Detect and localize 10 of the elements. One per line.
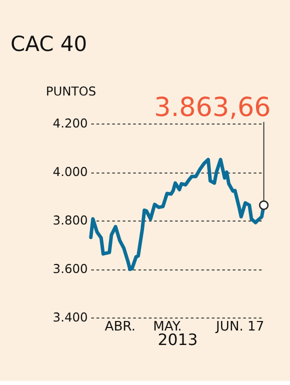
y-axis-title: PUNTOS [46,84,96,98]
y-tick-label: 4.000 [52,165,88,180]
y-tick-label: 3.400 [52,310,88,325]
y-tick-label: 3.600 [52,262,88,276]
chart-title: CAC 40 [10,32,88,56]
y-tick-label: 4.200 [52,116,88,131]
x-tick-label: ABR. [104,319,136,334]
y-tick-label: 3.800 [52,214,88,228]
annotation: 3.863,66 [154,92,271,123]
x-tick-label: JUN. 17 [215,319,264,334]
